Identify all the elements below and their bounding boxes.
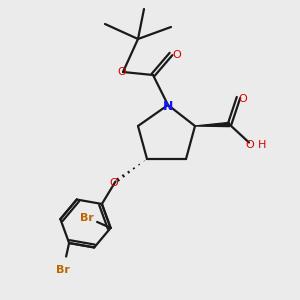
Polygon shape <box>195 122 230 127</box>
Text: O: O <box>110 178 118 188</box>
Text: O: O <box>238 94 247 103</box>
Text: O: O <box>172 50 181 60</box>
Text: N: N <box>163 100 173 113</box>
Text: H: H <box>257 140 266 150</box>
Text: O: O <box>245 140 254 150</box>
Text: O: O <box>117 67 126 76</box>
Text: Br: Br <box>56 265 70 275</box>
Text: Br: Br <box>80 213 94 224</box>
